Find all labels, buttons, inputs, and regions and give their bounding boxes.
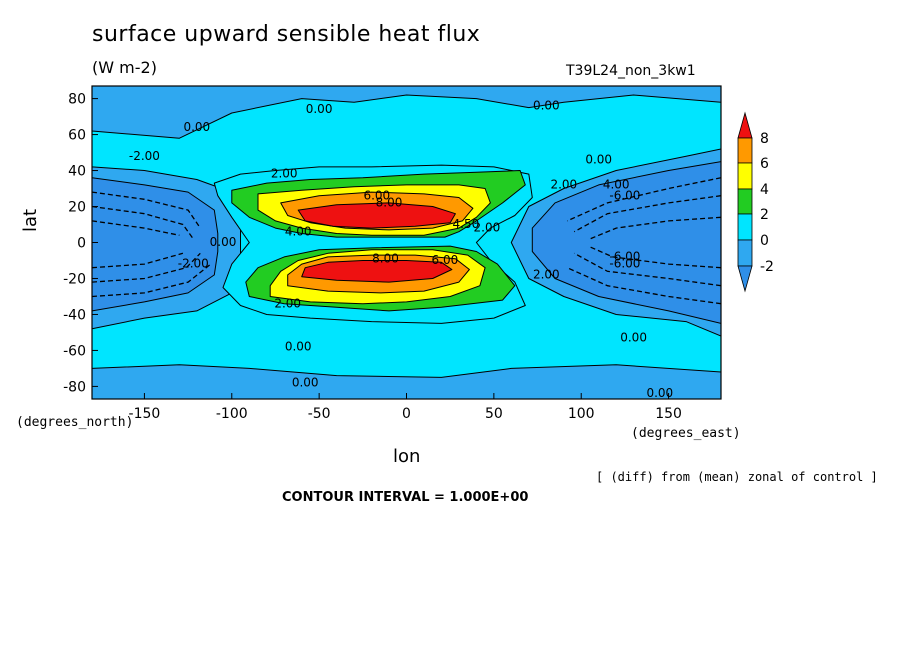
x-tick-label: -50 bbox=[308, 406, 331, 422]
dashed-contour-2 bbox=[92, 220, 180, 236]
dashed-contour-6 bbox=[566, 177, 721, 222]
colorbar-segment-0 bbox=[737, 111, 753, 139]
y-tick-label: 60 bbox=[68, 128, 86, 144]
contour-label: -2.00 bbox=[129, 149, 160, 163]
contour-region-4 bbox=[92, 177, 219, 312]
contour-label: -2.00 bbox=[178, 257, 209, 271]
y-tick-label: -80 bbox=[63, 379, 86, 395]
contour-label: -6.00 bbox=[609, 188, 640, 202]
contour-label: -6.00 bbox=[609, 250, 640, 264]
dashed-contour-11 bbox=[566, 267, 721, 305]
x-tick-label: -100 bbox=[216, 406, 248, 422]
contour-label: 0.00 bbox=[306, 102, 333, 116]
dashed-contour-3 bbox=[92, 252, 184, 269]
contour-label: 4.00 bbox=[285, 224, 312, 238]
contour-label: 2.00 bbox=[533, 268, 560, 282]
contour-region-13 bbox=[297, 202, 456, 229]
footnote: [ (diff) from (mean) zonal of control ] bbox=[596, 470, 878, 484]
contour-region-14 bbox=[301, 260, 453, 283]
contour-label: 0.00 bbox=[210, 235, 237, 249]
contour-interval: CONTOUR INTERVAL = 1.000E+00 bbox=[282, 490, 529, 505]
contour-region-5 bbox=[531, 161, 721, 324]
contour-label: 0.00 bbox=[585, 152, 612, 166]
contour-label: 0.00 bbox=[533, 98, 560, 112]
x-axis-label: lon bbox=[393, 446, 421, 467]
chart-title: surface upward sensible heat flux bbox=[92, 22, 481, 47]
contour-label: 8.00 bbox=[372, 251, 399, 265]
contour-label: 6.00 bbox=[432, 253, 459, 267]
contour-label: 0.00 bbox=[183, 120, 210, 134]
colorbar-label: 2 bbox=[760, 207, 769, 223]
contour-label: 2.00 bbox=[271, 167, 298, 181]
chart-units: (W m-2) bbox=[92, 58, 157, 77]
run-id: T39L24_non_3kw1 bbox=[566, 63, 696, 79]
x-tick-label: 50 bbox=[485, 406, 503, 422]
contour-label: -6.00 bbox=[609, 257, 640, 271]
contour-label: 0.00 bbox=[620, 330, 647, 344]
contour-label: 6.00 bbox=[363, 188, 390, 202]
dashed-contour-5 bbox=[92, 263, 212, 298]
contour-region-1 bbox=[92, 364, 721, 399]
y-tick-label: 20 bbox=[68, 200, 86, 216]
x-units-label: (degrees_east) bbox=[631, 426, 741, 441]
dashed-contour-8 bbox=[589, 216, 721, 240]
contour-label: 2.00 bbox=[550, 178, 577, 192]
y-units-label: (degrees_north) bbox=[16, 415, 134, 430]
colorbar-label: 0 bbox=[760, 233, 769, 249]
x-tick-label: 100 bbox=[568, 406, 595, 422]
colorbar-label: 8 bbox=[760, 131, 769, 147]
dashed-contour-9 bbox=[587, 245, 721, 269]
dashed-contour-1 bbox=[92, 205, 194, 240]
colorbar-segment-3 bbox=[737, 188, 753, 215]
dashed-contour-0 bbox=[92, 191, 201, 229]
y-tick-label: -40 bbox=[63, 307, 86, 323]
x-tick-label: 150 bbox=[655, 406, 682, 422]
contour-label: 0.00 bbox=[292, 375, 319, 389]
y-tick-label: 0 bbox=[77, 236, 86, 252]
colorbar-segment-5 bbox=[737, 239, 753, 267]
colorbar-label: 4 bbox=[760, 182, 769, 198]
x-tick-label: -150 bbox=[129, 406, 161, 422]
y-tick-label: 40 bbox=[68, 164, 86, 180]
y-axis-label: lat bbox=[20, 208, 41, 232]
colorbar-segment-6 bbox=[737, 265, 753, 293]
colorbar-segment-2 bbox=[737, 162, 753, 190]
contour-label: 4.50 bbox=[453, 217, 480, 231]
dashed-contour-7 bbox=[573, 195, 721, 233]
x-tick-label: 0 bbox=[402, 406, 411, 422]
contour-label: 4.00 bbox=[603, 178, 630, 192]
y-tick-label: -20 bbox=[63, 271, 86, 287]
dashed-contour-10 bbox=[573, 252, 721, 287]
y-tick-label: 80 bbox=[68, 92, 86, 108]
colorbar-label: -2 bbox=[760, 259, 774, 275]
contour-label: 0.00 bbox=[285, 339, 312, 353]
colorbar-label: 6 bbox=[760, 156, 769, 172]
contour-label: 2.00 bbox=[474, 221, 501, 235]
contour-label: 0.00 bbox=[646, 386, 673, 400]
y-tick-label: -60 bbox=[63, 343, 86, 359]
colorbar-segment-4 bbox=[737, 213, 753, 241]
contour-label: 2.00 bbox=[274, 296, 301, 310]
dashed-contour-4 bbox=[92, 252, 201, 283]
colorbar-segment-1 bbox=[737, 137, 753, 164]
contour-label: 8.00 bbox=[376, 196, 403, 210]
contour-region-0 bbox=[92, 86, 721, 139]
